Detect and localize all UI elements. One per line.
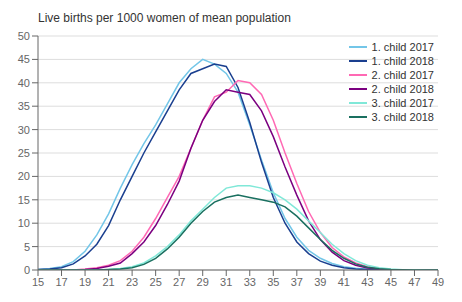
svg-text:23: 23 xyxy=(126,276,138,288)
svg-text:33: 33 xyxy=(244,276,256,288)
svg-text:43: 43 xyxy=(361,276,373,288)
svg-text:49: 49 xyxy=(432,276,444,288)
svg-text:50: 50 xyxy=(18,30,30,42)
svg-text:45: 45 xyxy=(385,276,397,288)
html-text:3. child 2017: 3. child 2017 xyxy=(371,97,434,109)
svg-text:41: 41 xyxy=(338,276,350,288)
svg-text:35: 35 xyxy=(267,276,279,288)
svg-text:31: 31 xyxy=(220,276,232,288)
html-text:2. child 2017: 2. child 2017 xyxy=(371,69,434,81)
svg-text:27: 27 xyxy=(173,276,185,288)
svg-text:19: 19 xyxy=(79,276,91,288)
html-text:Live births per 1000 women of: Live births per 1000 women of mean popul… xyxy=(38,11,291,25)
svg-text:25: 25 xyxy=(150,276,162,288)
svg-text:5: 5 xyxy=(24,241,30,253)
svg-text:30: 30 xyxy=(18,124,30,136)
html-text:2. child 2018: 2. child 2018 xyxy=(371,83,434,95)
svg-text:15: 15 xyxy=(32,276,44,288)
svg-text:40: 40 xyxy=(18,77,30,89)
svg-text:20: 20 xyxy=(18,170,30,182)
svg-text:25: 25 xyxy=(18,147,30,159)
svg-text:0: 0 xyxy=(24,264,30,276)
svg-text:37: 37 xyxy=(291,276,303,288)
svg-text:39: 39 xyxy=(314,276,326,288)
svg-text:47: 47 xyxy=(408,276,420,288)
html-text:1. child 2017: 1. child 2017 xyxy=(371,41,434,53)
svg-text:17: 17 xyxy=(55,276,67,288)
svg-text:45: 45 xyxy=(18,53,30,65)
html-text:1. child 2018: 1. child 2018 xyxy=(371,55,434,67)
svg-text:29: 29 xyxy=(197,276,209,288)
svg-text:10: 10 xyxy=(18,217,30,229)
svg-text:21: 21 xyxy=(102,276,114,288)
html-text:3. child 2018: 3. child 2018 xyxy=(371,111,434,123)
svg-text:15: 15 xyxy=(18,194,30,206)
svg-text:35: 35 xyxy=(18,100,30,112)
